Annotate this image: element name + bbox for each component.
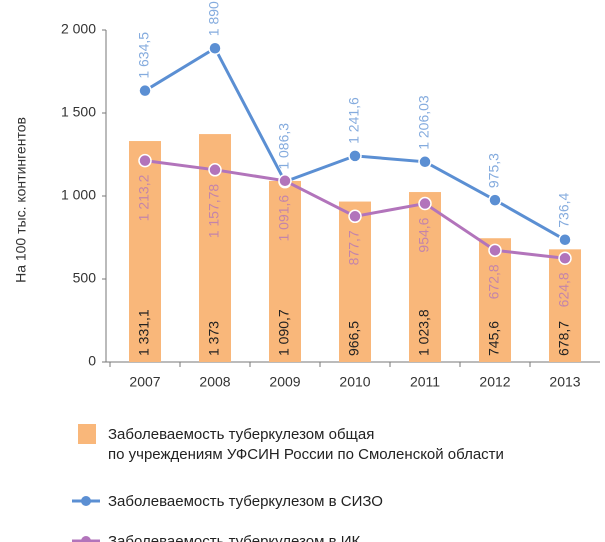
line-value-label: 1 213,2 [136, 174, 152, 221]
line-value-label: 1 634,5 [136, 32, 152, 79]
x-tick-label: 2008 [199, 374, 230, 390]
legend-marker [81, 536, 91, 542]
line-value-label: 877,7 [346, 230, 362, 265]
bar-value-label: 1 373 [206, 321, 222, 356]
y-tick-label: 1 500 [61, 104, 96, 120]
line-value-label: 1 091,6 [276, 195, 292, 242]
bar [549, 249, 581, 362]
line-point [558, 251, 572, 266]
line-value-label: 624,8 [556, 272, 572, 307]
x-tick-label: 2012 [479, 374, 510, 390]
line-point [208, 163, 222, 177]
bar-value-label: 966,5 [346, 321, 362, 356]
y-tick-label: 2 000 [61, 21, 96, 37]
bar-value-label: 1 090,7 [276, 309, 292, 356]
line-value-label: 1 206,03 [416, 95, 432, 150]
line-point [208, 41, 222, 55]
y-tick-label: 500 [73, 270, 97, 286]
bar [339, 201, 371, 362]
bar [129, 141, 161, 362]
line-point [348, 209, 362, 224]
line-value-label: 954,6 [416, 217, 432, 252]
x-tick-label: 2007 [129, 374, 160, 390]
bar [409, 192, 441, 362]
y-axis-label: На 100 тыс. контингентов [13, 117, 29, 283]
bar-value-label: 745,6 [486, 321, 502, 356]
bar-value-label: 1 331,1 [136, 309, 152, 356]
line-point [138, 83, 152, 98]
legend-swatch [78, 424, 96, 444]
line-point [488, 193, 502, 207]
line-value-label: 1 241,6 [346, 97, 362, 144]
line-point [488, 243, 502, 258]
line-point [418, 155, 432, 169]
bar-value-label: 678,7 [556, 321, 572, 356]
legend-label: Заболеваемость туберкулезом общая по учр… [108, 426, 504, 463]
legend-label: Заболеваемость туберкулезом в СИЗО [108, 493, 383, 510]
y-tick-label: 1 000 [61, 187, 96, 203]
legend-marker [81, 496, 91, 506]
x-tick-label: 2009 [269, 374, 300, 390]
line-value-label: 1 157,78 [206, 184, 222, 239]
line-value-label: 1 890,2 [206, 0, 222, 36]
line-point [418, 196, 432, 211]
bar [269, 180, 301, 362]
line-value-label: 1 086,3 [276, 123, 292, 170]
x-tick-label: 2010 [339, 374, 370, 390]
x-tick-label: 2011 [410, 374, 440, 390]
x-tick-label: 2013 [549, 374, 580, 390]
legend-label: Заболеваемость туберкулезом в ИК [108, 533, 361, 542]
line-point [348, 149, 362, 163]
line-value-label: 672,8 [486, 264, 502, 299]
line-value-label: 736,4 [556, 193, 572, 228]
bar-value-label: 1 023,8 [416, 309, 432, 356]
y-tick-label: 0 [88, 353, 96, 369]
line-point [138, 153, 152, 168]
bar [479, 238, 511, 362]
line-value-label: 975,3 [486, 153, 502, 188]
line-point [558, 233, 572, 247]
line-point [278, 174, 292, 188]
